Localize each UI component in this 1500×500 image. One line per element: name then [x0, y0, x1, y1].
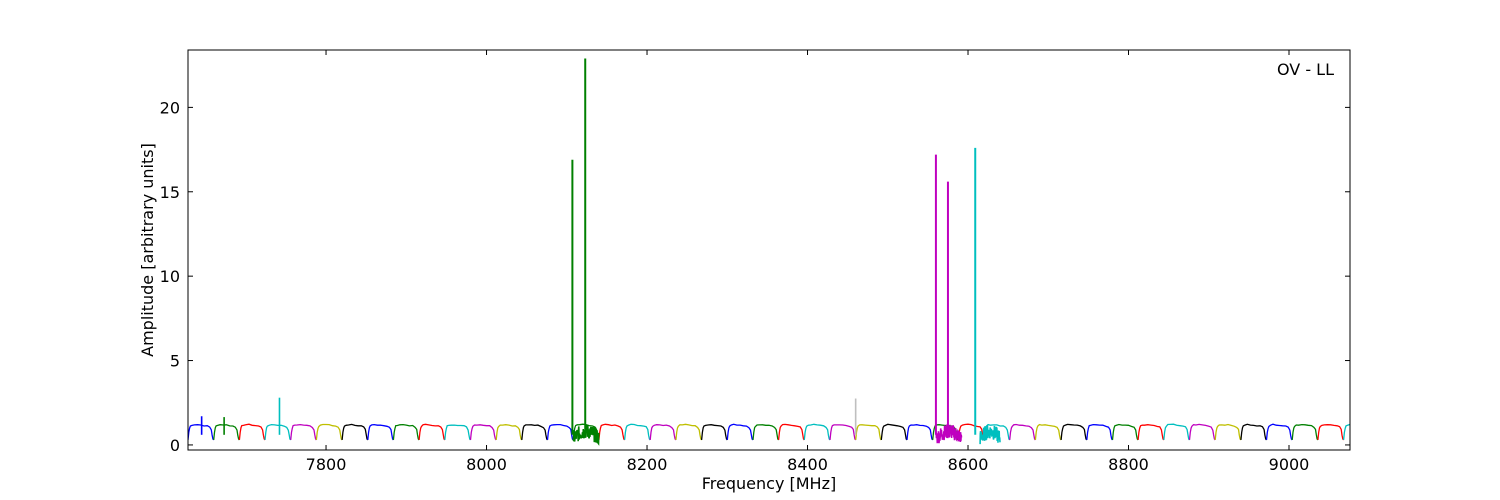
spectral-window-line [444, 424, 471, 441]
spectral-window-line [392, 423, 420, 441]
spectral-window-line [1111, 423, 1139, 441]
spectral-window-line [290, 423, 317, 441]
spectral-window-line [521, 424, 548, 441]
noisy-region-line [979, 425, 1001, 445]
spectral-window-line [1214, 423, 1242, 441]
spectral-window-line [675, 423, 703, 441]
spectral-window-line [1086, 423, 1113, 441]
y-tick-label: 10 [160, 267, 180, 286]
x-tick-label: 8400 [787, 455, 828, 474]
spectral-window-line [649, 424, 677, 441]
y-tick-label: 0 [170, 436, 180, 455]
spectral-window-line [1034, 423, 1062, 441]
spectral-window-line [1265, 423, 1293, 441]
spectral-window-line [264, 423, 292, 441]
spectral-window-line [1009, 423, 1036, 441]
spectral-window-line [880, 423, 908, 441]
y-tick-label: 15 [160, 183, 180, 202]
spectral-window-line [623, 423, 651, 441]
annotation-label: OV - LL [1277, 60, 1334, 79]
y-axis-ticks: 0 5 10 15 20 [160, 98, 1350, 455]
y-tick-label: 5 [170, 352, 180, 371]
spectral-window-line [726, 423, 754, 441]
spectral-window-line [238, 423, 266, 441]
axes-frame [187, 49, 1351, 451]
x-tick-label: 8600 [948, 455, 989, 474]
spectral-window-line [700, 424, 728, 441]
spectral-window-line [1163, 423, 1190, 441]
x-tick-label: 8000 [466, 455, 507, 474]
y-tick-label: 20 [160, 98, 180, 117]
spectral-window-line [418, 423, 446, 441]
y-axis-label: Amplitude [arbitrary units] [138, 143, 157, 357]
spectral-window-line [957, 423, 985, 441]
spectral-window-line [469, 424, 497, 441]
spectral-window-line [188, 424, 215, 441]
spectral-window-line [777, 423, 805, 441]
spectral-window-line [829, 424, 857, 441]
spectral-window-line [315, 423, 343, 441]
spectral-window-line [1060, 423, 1088, 441]
spectral-window-line [495, 424, 523, 441]
spectral-window-line [983, 423, 1011, 441]
spectral-window-line [367, 423, 394, 441]
data-layer [188, 58, 1350, 446]
x-axis-ticks: 7800 8000 8200 8400 8600 8800 9000 [306, 50, 1310, 474]
spectral-window-line [803, 423, 831, 441]
spectral-window-line [341, 423, 369, 441]
x-tick-label: 7800 [306, 455, 347, 474]
spectral-window-line [1240, 423, 1267, 441]
spectral-window-line [906, 424, 934, 441]
spectral-window-line [855, 424, 882, 441]
x-tick-label: 8800 [1108, 455, 1149, 474]
x-tick-label: 8200 [627, 455, 668, 474]
spectral-window-line [752, 424, 780, 441]
spectral-window-line [546, 423, 574, 441]
spectral-window-line [1317, 424, 1345, 441]
spectral-window-line [1342, 423, 1350, 440]
spectral-window-line [213, 424, 240, 441]
spectral-window-line [1137, 424, 1165, 441]
spectral-window-line [1188, 423, 1216, 441]
spectral-window-line [598, 423, 626, 441]
x-tick-label: 9000 [1269, 455, 1310, 474]
spectral-window-line [1291, 423, 1319, 441]
x-axis-label: Frequency [MHz] [702, 474, 836, 493]
